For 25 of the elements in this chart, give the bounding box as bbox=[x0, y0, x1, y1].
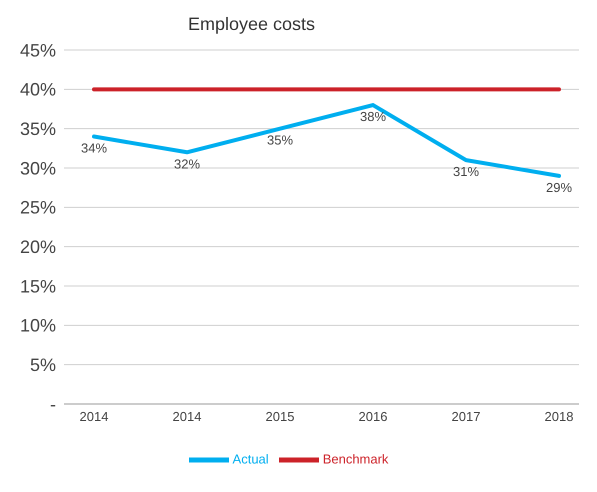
x-tick-label: 2014 bbox=[172, 409, 202, 424]
y-tick-label: 10% bbox=[20, 316, 56, 336]
legend-label: Actual bbox=[232, 451, 269, 466]
x-tick-label: 2015 bbox=[266, 409, 294, 424]
y-tick-label: 15% bbox=[20, 276, 56, 296]
data-label: 29% bbox=[546, 180, 572, 195]
data-label: 32% bbox=[174, 156, 200, 172]
x-tick-label: 2018 bbox=[544, 409, 574, 424]
data-label: 38% bbox=[360, 109, 386, 124]
y-tick-label: 25% bbox=[20, 198, 56, 218]
x-tick-label: 2016 bbox=[358, 409, 388, 424]
data-label: 34% bbox=[80, 140, 108, 156]
x-tick-label: 2014 bbox=[80, 409, 108, 424]
y-tick-label: - bbox=[50, 394, 56, 414]
x-tick-label: 2017 bbox=[452, 409, 480, 424]
y-tick-label: 30% bbox=[20, 158, 56, 178]
chart-title: Employee costs bbox=[188, 14, 316, 35]
y-tick-label: 20% bbox=[20, 237, 56, 258]
y-tick-label: 35% bbox=[20, 119, 56, 140]
y-tick-label: 40% bbox=[20, 80, 56, 100]
legend-label: Benchmark bbox=[322, 451, 388, 466]
data-label: 35% bbox=[266, 132, 294, 148]
y-tick-label: 45% bbox=[20, 40, 56, 60]
data-label: 31% bbox=[452, 164, 480, 180]
y-tick-label: 5% bbox=[30, 355, 56, 376]
